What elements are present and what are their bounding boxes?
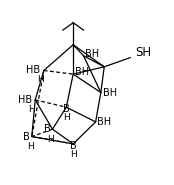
Text: BH: BH <box>75 67 89 77</box>
Text: HB: HB <box>18 95 32 105</box>
Text: BH: BH <box>85 49 99 59</box>
Text: H: H <box>27 142 33 151</box>
Text: H: H <box>37 75 44 84</box>
Text: B: B <box>70 141 77 151</box>
Text: B: B <box>44 124 51 134</box>
Text: BH: BH <box>97 117 112 127</box>
Text: H: H <box>47 135 54 144</box>
Text: H: H <box>28 105 35 114</box>
Text: H: H <box>63 113 70 122</box>
Text: H: H <box>70 149 77 159</box>
Text: SH: SH <box>135 46 151 59</box>
Text: B: B <box>63 104 70 114</box>
Text: B: B <box>23 132 30 142</box>
Text: HB: HB <box>26 65 40 75</box>
Text: BH: BH <box>102 88 117 97</box>
